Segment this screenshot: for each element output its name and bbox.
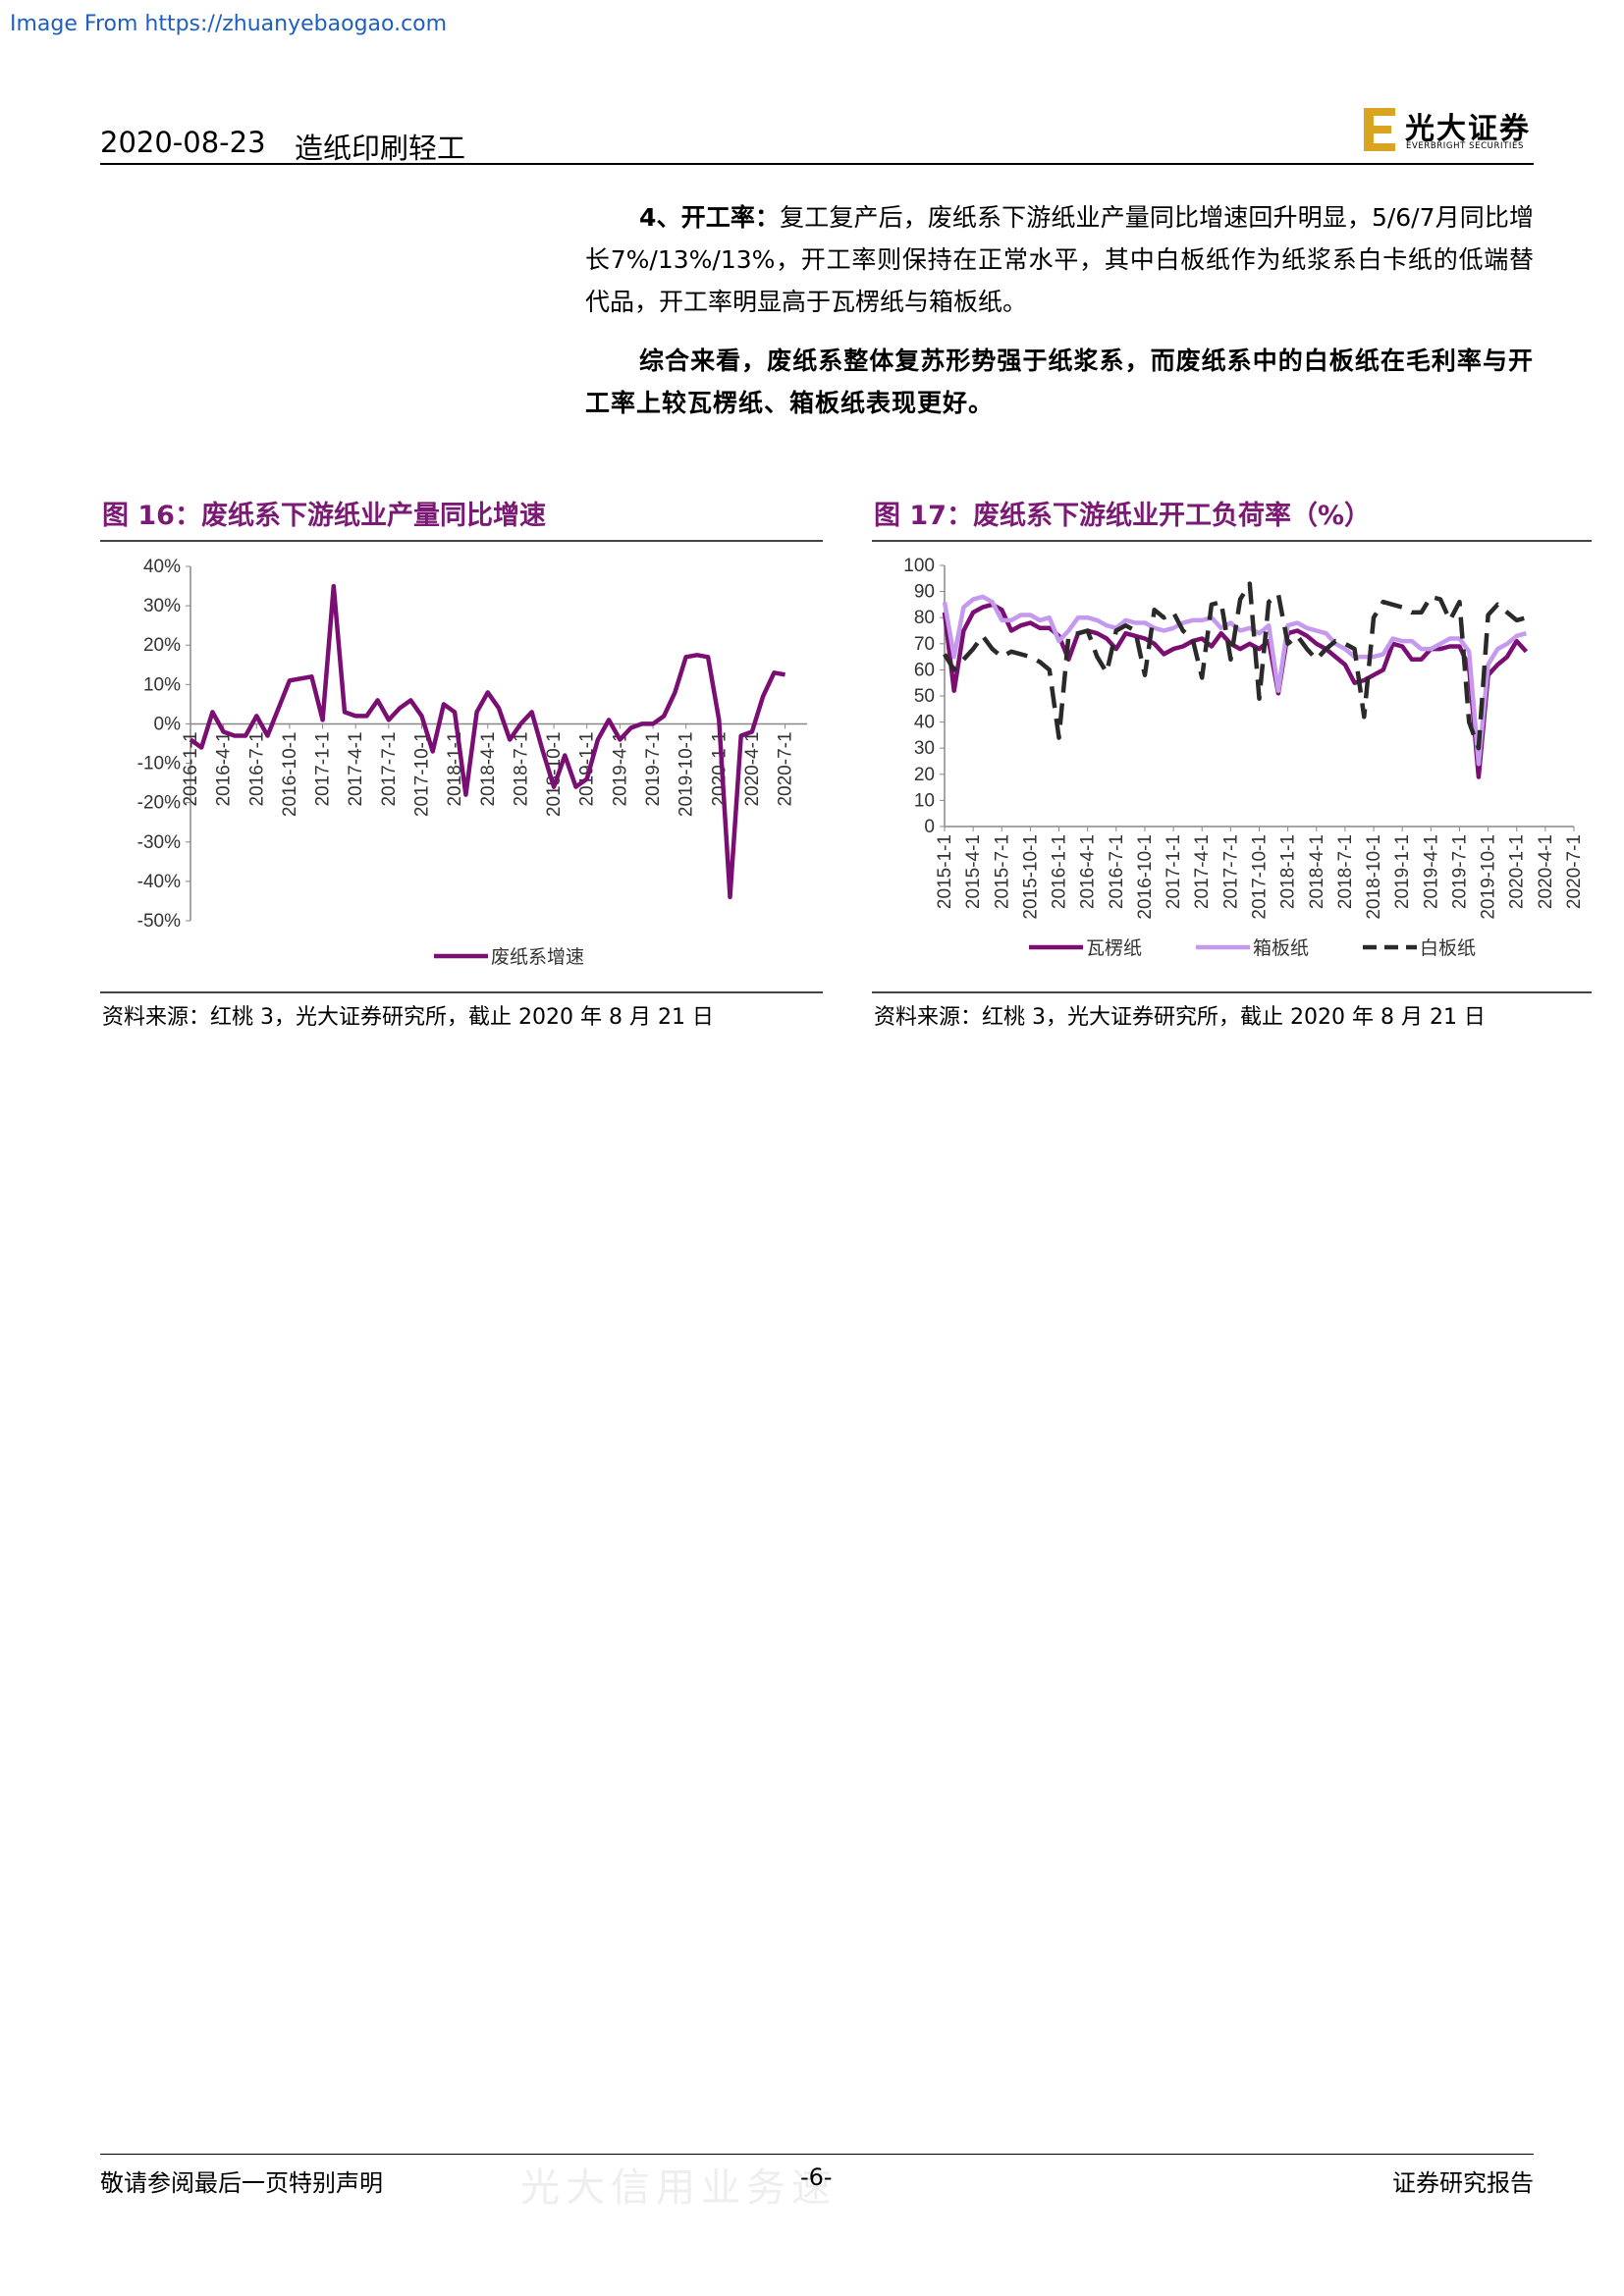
paragraph-body: 复工复产后，废纸系下游纸业产量同比增速回升明显，5/6/7月同比增长7%/13%…: [585, 203, 1534, 316]
fig16-y-tick-label: -50%: [137, 911, 181, 932]
fig17-x-tick-label: 2020-4-1: [1536, 834, 1556, 909]
fig17-x-tick-label: 2018-4-1: [1307, 834, 1327, 909]
fig17-x-tick-label: 2016-10-1: [1135, 834, 1156, 920]
fig17-x-tick-label: 2015-7-1: [992, 834, 1012, 909]
fig16-y-tick-label: 20%: [143, 635, 181, 656]
fig17-y-tick-label: 40: [914, 713, 935, 733]
logo-chinese-name: 光大证券: [1405, 112, 1531, 146]
fig17-x-tick-label: 2015-10-1: [1020, 834, 1041, 920]
fig16-y-tick-label: -10%: [137, 754, 181, 774]
fig16-x-tick-label: 2016-10-1: [280, 731, 300, 817]
fig16-x-tick-label: 2019-4-1: [610, 731, 630, 806]
footer-watermark: 光大信用业务速: [520, 2165, 837, 2211]
fig17-x-tick-label: 2017-7-1: [1220, 834, 1241, 909]
header-divider: [100, 163, 1534, 165]
fig17-y-tick-label: 100: [903, 556, 935, 576]
paragraph-lead: 4、开工率：: [639, 203, 781, 232]
everbright-logo-icon: [1364, 108, 1395, 151]
figure-17-title: 图 17：废纸系下游纸业开工负荷率（%）: [874, 501, 1372, 531]
fig16-x-tick-label: 2017-1-1: [313, 731, 334, 806]
fig17-series-line-3: [943, 581, 1528, 751]
fig17-x-tick-label: 2020-7-1: [1564, 834, 1585, 909]
figure-16-chart: 40% 30% 20% 10% 0% -10% -20% -30% -40% -50% 2016-1…: [137, 557, 807, 968]
figure-17-source: 资料来源：红桃 3，光大证券研究所，截止 2020 年 8 月 21 日: [874, 1005, 1486, 1030]
fig16-y-tick-label: -40%: [137, 872, 181, 892]
footer-divider: [100, 2154, 1534, 2155]
fig17-x-tick-label: 2019-1-1: [1392, 834, 1413, 909]
fig17-x-tick-label: 2019-4-1: [1421, 834, 1441, 909]
figure-16-top-rule: [100, 540, 823, 542]
fig17-x-tick-label: 2017-10-1: [1250, 834, 1271, 920]
figure-16-bottom-rule: [100, 991, 823, 993]
figure-17-top-rule: [872, 540, 1592, 542]
fig16-x-tick-label: 2019-7-1: [643, 731, 664, 806]
fig16-x-tick-label: 2018-4-1: [478, 731, 499, 806]
fig17-x-tick-label: 2018-10-1: [1364, 834, 1384, 920]
fig17-x-tick-label: 2020-1-1: [1507, 834, 1528, 909]
figure-16-title: 图 16：废纸系下游纸业产量同比增速: [102, 501, 546, 531]
fig16-x-tick-label: 2016-7-1: [246, 731, 267, 806]
fig17-legend-label-3: 白板纸: [1420, 937, 1476, 959]
fig17-y-tick-label: 20: [914, 765, 935, 785]
logo-english-name: EVERBRIGHT SECURITIES: [1406, 141, 1524, 151]
fig17-x-tick-label: 2017-1-1: [1164, 834, 1184, 909]
fig17-legend-label-1: 瓦楞纸: [1086, 937, 1142, 959]
fig16-x-tick-label: 2020-4-1: [742, 731, 763, 806]
paragraph-summary: 综合来看，废纸系整体复苏形势强于纸浆系，而废纸系中的白板纸在毛利率与开工率上较瓦…: [585, 340, 1534, 424]
fig16-x-tick-label: 2017-10-1: [412, 731, 433, 817]
fig16-x-tick-label: 2016-4-1: [214, 731, 235, 806]
fig16-x-tick-label: 2018-7-1: [511, 731, 531, 806]
figure-16-source: 资料来源：红桃 3，光大证券研究所，截止 2020 年 8 月 21 日: [102, 1005, 714, 1030]
footer-disclaimer: 敬请参阅最后一页特别声明: [100, 2169, 383, 2197]
fig16-x-tick-label: 2019-10-1: [677, 731, 697, 817]
fig17-x-tick-label: 2018-1-1: [1278, 834, 1299, 909]
industry-title: 造纸印刷轻工: [295, 132, 466, 165]
fig16-y-tick-label: 40%: [143, 557, 181, 577]
fig16-x-tick-label: 2017-4-1: [346, 731, 366, 806]
fig17-y-tick-label: 80: [914, 608, 935, 628]
fig17-y-tick-label: 50: [914, 686, 935, 707]
fig17-x-tick-label: 2016-7-1: [1107, 834, 1127, 909]
fig17-x-tick-label: 2019-10-1: [1479, 834, 1499, 920]
fig17-x-tick-label: 2017-4-1: [1192, 834, 1213, 909]
fig17-y-tick-label: 70: [914, 634, 935, 655]
fig16-legend-label-1: 废纸系增速: [491, 946, 584, 968]
page-number: -6-: [800, 2163, 833, 2191]
fig17-x-tick-label: 2016-4-1: [1078, 834, 1099, 909]
fig17-x-tick-label: 2016-1-1: [1050, 834, 1070, 909]
footer-report-type: 证券研究报告: [1392, 2169, 1534, 2197]
company-logo: 光大证券 EVERBRIGHT SECURITIES: [1360, 104, 1537, 155]
fig16-y-tick-label: 0%: [154, 714, 182, 734]
fig17-y-tick-label: 60: [914, 660, 935, 680]
fig17-y-tick-label: 10: [914, 790, 935, 811]
summary-text: 综合来看，废纸系整体复苏形势强于纸浆系，而废纸系中的白板纸在毛利率与开工率上较瓦…: [585, 347, 1534, 417]
fig16-y-tick-label: 10%: [143, 674, 181, 695]
fig16-y-tick-label: -30%: [137, 832, 181, 853]
fig17-x-tick-label: 2019-7-1: [1449, 834, 1470, 909]
report-date: 2020-08-23: [100, 126, 266, 159]
fig17-x-tick-label: 2015-1-1: [935, 834, 955, 909]
fig17-y-tick-label: 0: [924, 817, 935, 837]
fig16-x-tick-label: 2020-7-1: [776, 731, 796, 806]
fig16-series-line-1: [189, 583, 785, 900]
fig16-x-tick-label: 2017-7-1: [379, 731, 400, 806]
fig16-x-tick-label: 2018-10-1: [544, 731, 565, 817]
fig16-y-tick-label: 30%: [143, 596, 181, 616]
fig17-y-tick-label: 90: [914, 582, 935, 603]
fig17-x-tick-label: 2018-7-1: [1335, 834, 1356, 909]
fig16-y-tick-label: -20%: [137, 793, 181, 814]
figure-17-bottom-rule: [872, 991, 1592, 993]
fig17-y-tick-label: 30: [914, 738, 935, 759]
paragraph-operating-rate: 4、开工率：复工复产后，废纸系下游纸业产量同比增速回升明显，5/6/7月同比增长…: [585, 196, 1534, 323]
fig17-x-tick-label: 2015-4-1: [963, 834, 984, 909]
fig17-legend-label-2: 箱板纸: [1253, 937, 1309, 959]
fig16-x-tick-label: 2016-1-1: [181, 731, 201, 806]
source-watermark[interactable]: Image From https://zhuanyebaogao.com: [10, 12, 448, 36]
